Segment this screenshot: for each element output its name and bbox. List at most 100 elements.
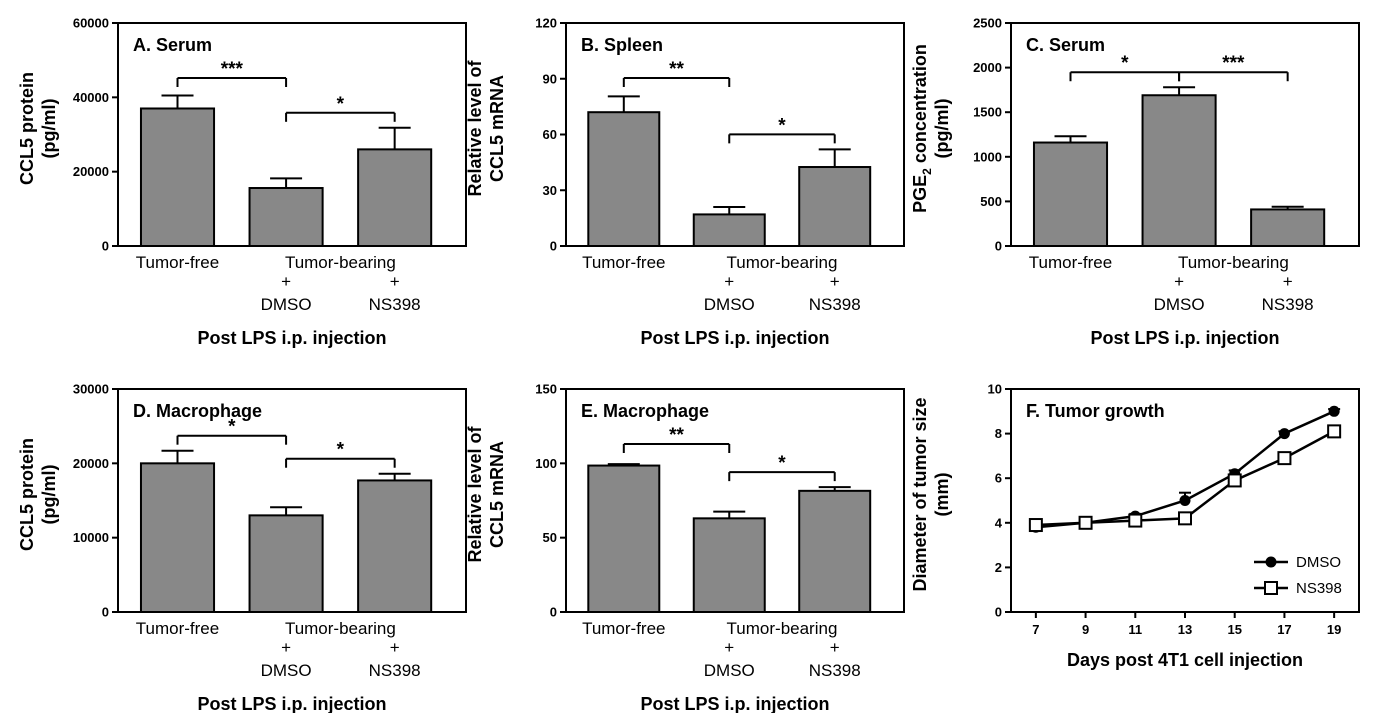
x-axis-title: Post LPS i.p. injection xyxy=(640,328,829,348)
panel-f: 0 2 4 6 8 10 F. Tumor growth Diameter of tumor … xyxy=(910,382,1360,670)
y-tick-label: 0 xyxy=(550,605,557,620)
y-tick-label: 20000 xyxy=(73,164,109,179)
category-label: NS398 xyxy=(1262,295,1314,314)
category-label: DMSO xyxy=(704,295,755,314)
data-point xyxy=(1328,405,1340,417)
data-point xyxy=(1277,451,1292,466)
y-axis-title-line: (pg/ml) xyxy=(39,99,59,159)
bar xyxy=(357,479,433,613)
category-label: + xyxy=(724,638,734,657)
category-label: + xyxy=(281,638,291,657)
panel-d: 0 10000 20000 30000 D. Macrophage CCL5 protei… xyxy=(17,382,467,713)
category-group-label: Tumor-bearing xyxy=(285,253,396,272)
category-label: DMSO xyxy=(1154,295,1205,314)
category-label: + xyxy=(390,638,400,657)
y-tick-label: 120 xyxy=(535,16,557,31)
panel-title: F. Tumor growth xyxy=(1026,401,1165,421)
category-group-label: Tumor-bearing xyxy=(727,253,838,272)
y-axis-title: CCL5 protein (pg/ml) xyxy=(17,438,59,551)
x-tick-label: 11 xyxy=(1128,622,1142,637)
legend-label: DMSO xyxy=(1296,554,1341,571)
category-label: NS398 xyxy=(809,661,861,680)
significance-label: * xyxy=(778,453,786,474)
bar xyxy=(139,462,216,614)
x-tick-label: 17 xyxy=(1277,622,1291,637)
category-label: DMSO xyxy=(704,661,755,680)
y-axis-title-line: CCL5 protein xyxy=(17,72,37,185)
category-label: + xyxy=(830,638,840,657)
y-axis-title-line: CCL5 protein xyxy=(17,438,37,551)
category-group-label: Tumor-bearing xyxy=(727,619,838,638)
y-tick-label: 150 xyxy=(535,382,557,397)
panel-a: 0 20000 40000 60000 A. Serum CCL5 protein (pg/… xyxy=(17,16,467,348)
y-tick-label: 8 xyxy=(995,426,1002,441)
significance-label: * xyxy=(778,115,786,136)
x-tick-label: 13 xyxy=(1178,622,1192,637)
data-point xyxy=(1327,424,1342,439)
y-tick-label: 2500 xyxy=(973,16,1002,31)
series-line xyxy=(1035,410,1335,529)
legend-label: NS398 xyxy=(1296,580,1342,597)
data-point xyxy=(1179,495,1191,506)
significance-label: * xyxy=(228,417,236,438)
category-label: + xyxy=(830,272,840,291)
x-tick-label: 19 xyxy=(1327,622,1341,637)
y-axis-title-subscript: 2 xyxy=(920,168,934,175)
y-tick-label: 1500 xyxy=(973,105,1002,120)
significance-label: * xyxy=(337,94,345,115)
bar xyxy=(357,148,433,247)
y-tick-label: 0 xyxy=(550,239,557,254)
bar xyxy=(587,111,661,247)
y-axis-title: Diameter of tumor size (mm) xyxy=(910,397,952,591)
x-axis-title: Post LPS i.p. injection xyxy=(640,694,829,713)
bar xyxy=(692,213,766,248)
y-tick-label: 6 xyxy=(995,471,1002,486)
bar xyxy=(139,107,216,247)
y-tick-label: 30000 xyxy=(73,382,109,397)
category-label: + xyxy=(1174,272,1184,291)
y-axis-title-line: Relative level of xyxy=(465,425,485,562)
category-label: DMSO xyxy=(261,295,312,314)
y-axis-title-line: Diameter of tumor size xyxy=(910,397,930,591)
y-axis-title-line: (pg/ml) xyxy=(39,465,59,525)
category-label: DMSO xyxy=(261,661,312,680)
y-tick-label: 20000 xyxy=(73,456,109,471)
significance-label: ** xyxy=(669,425,684,446)
y-axis-title-line: CCL5 mRNA xyxy=(487,441,507,548)
y-tick-label: 100 xyxy=(535,456,557,471)
panel-c: 0 500 1000 1500 2000 2500 C. Serum PGE2 concent… xyxy=(910,16,1360,348)
panel-b: 0 30 60 90 120 B. Spleen Relative level of CCL5… xyxy=(465,16,905,348)
bar xyxy=(248,187,324,248)
significance-label: * xyxy=(1121,53,1129,74)
y-tick-label: 10000 xyxy=(73,530,109,545)
panel-title: B. Spleen xyxy=(581,35,663,55)
y-tick-label: 30 xyxy=(543,183,557,198)
category-label: Tumor-free xyxy=(582,253,665,272)
category-label: Tumor-free xyxy=(136,253,219,272)
data-point xyxy=(1278,428,1290,440)
category-label: NS398 xyxy=(809,295,861,314)
significance-label: *** xyxy=(221,59,244,80)
data-point xyxy=(1078,515,1093,530)
y-tick-label: 0 xyxy=(102,605,109,620)
data-point xyxy=(1128,513,1143,528)
bar xyxy=(587,464,661,613)
y-tick-label: 10 xyxy=(988,382,1002,397)
series-line xyxy=(1035,430,1335,527)
y-tick-label: 2000 xyxy=(973,60,1002,75)
bar xyxy=(1141,94,1217,247)
x-axis-title: Post LPS i.p. injection xyxy=(197,694,386,713)
bar xyxy=(798,489,872,613)
category-label: Tumor-free xyxy=(582,619,665,638)
y-tick-label: 1000 xyxy=(973,149,1002,164)
category-label: + xyxy=(724,272,734,291)
y-axis-title-line: PGE xyxy=(910,175,930,213)
y-tick-label: 90 xyxy=(543,71,557,86)
legend-marker xyxy=(1265,556,1277,568)
bar xyxy=(798,166,872,247)
x-tick-label: 9 xyxy=(1082,622,1089,637)
category-group-label: Tumor-bearing xyxy=(285,619,396,638)
category-label: Tumor-free xyxy=(136,619,219,638)
panel-title: C. Serum xyxy=(1026,35,1105,55)
x-tick-label: 7 xyxy=(1032,622,1039,637)
